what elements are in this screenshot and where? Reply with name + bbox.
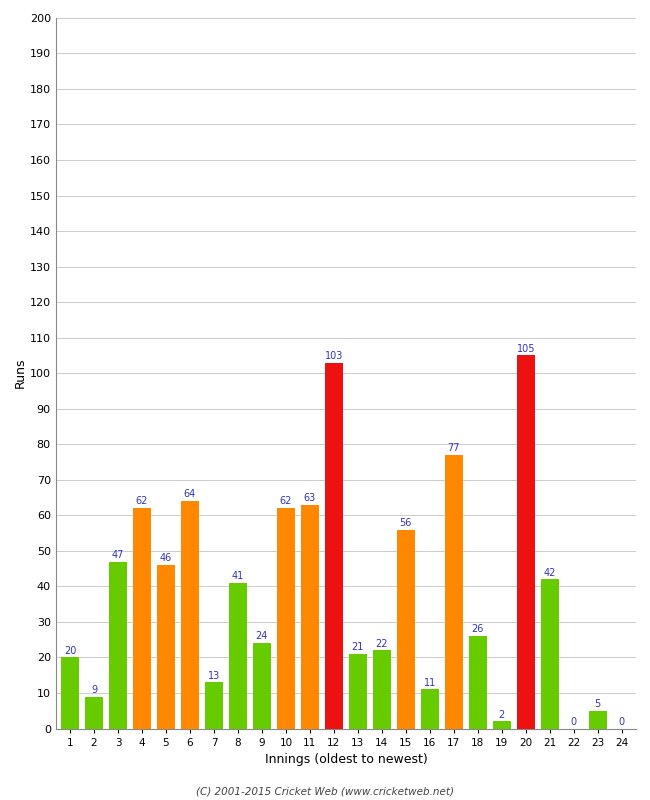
Text: 9: 9 bbox=[91, 685, 97, 694]
Text: 20: 20 bbox=[64, 646, 76, 656]
Text: 2: 2 bbox=[499, 710, 505, 720]
Text: 42: 42 bbox=[543, 567, 556, 578]
Bar bbox=[277, 508, 295, 729]
Bar bbox=[445, 455, 463, 729]
Bar bbox=[469, 636, 487, 729]
Bar bbox=[133, 508, 151, 729]
Text: 103: 103 bbox=[325, 350, 343, 361]
Bar bbox=[253, 643, 271, 729]
Text: 56: 56 bbox=[400, 518, 412, 528]
Text: 77: 77 bbox=[448, 443, 460, 453]
Text: 0: 0 bbox=[571, 717, 577, 726]
X-axis label: Innings (oldest to newest): Innings (oldest to newest) bbox=[265, 753, 427, 766]
Bar bbox=[157, 565, 175, 729]
Bar bbox=[301, 505, 319, 729]
Bar bbox=[229, 583, 247, 729]
Text: 64: 64 bbox=[184, 490, 196, 499]
Text: 24: 24 bbox=[255, 631, 268, 642]
Bar bbox=[373, 650, 391, 729]
Text: 11: 11 bbox=[424, 678, 436, 688]
Bar bbox=[61, 658, 79, 729]
Text: 41: 41 bbox=[232, 571, 244, 581]
Text: 0: 0 bbox=[619, 717, 625, 726]
Text: 47: 47 bbox=[112, 550, 124, 560]
Bar bbox=[517, 355, 535, 729]
Text: 62: 62 bbox=[280, 497, 292, 506]
Text: 63: 63 bbox=[304, 493, 316, 503]
Bar bbox=[589, 710, 606, 729]
Text: 13: 13 bbox=[208, 670, 220, 681]
Bar bbox=[205, 682, 223, 729]
Text: 5: 5 bbox=[595, 699, 601, 709]
Y-axis label: Runs: Runs bbox=[14, 358, 27, 389]
Bar bbox=[325, 362, 343, 729]
Bar bbox=[109, 562, 127, 729]
Bar bbox=[397, 530, 415, 729]
Text: (C) 2001-2015 Cricket Web (www.cricketweb.net): (C) 2001-2015 Cricket Web (www.cricketwe… bbox=[196, 786, 454, 796]
Bar bbox=[85, 697, 103, 729]
Text: 62: 62 bbox=[136, 497, 148, 506]
Text: 26: 26 bbox=[472, 624, 484, 634]
Text: 22: 22 bbox=[376, 638, 388, 649]
Bar bbox=[349, 654, 367, 729]
Bar bbox=[421, 690, 439, 729]
Bar bbox=[493, 722, 511, 729]
Bar bbox=[541, 579, 559, 729]
Text: 46: 46 bbox=[160, 554, 172, 563]
Bar bbox=[181, 501, 199, 729]
Text: 21: 21 bbox=[352, 642, 364, 652]
Text: 105: 105 bbox=[517, 344, 535, 354]
